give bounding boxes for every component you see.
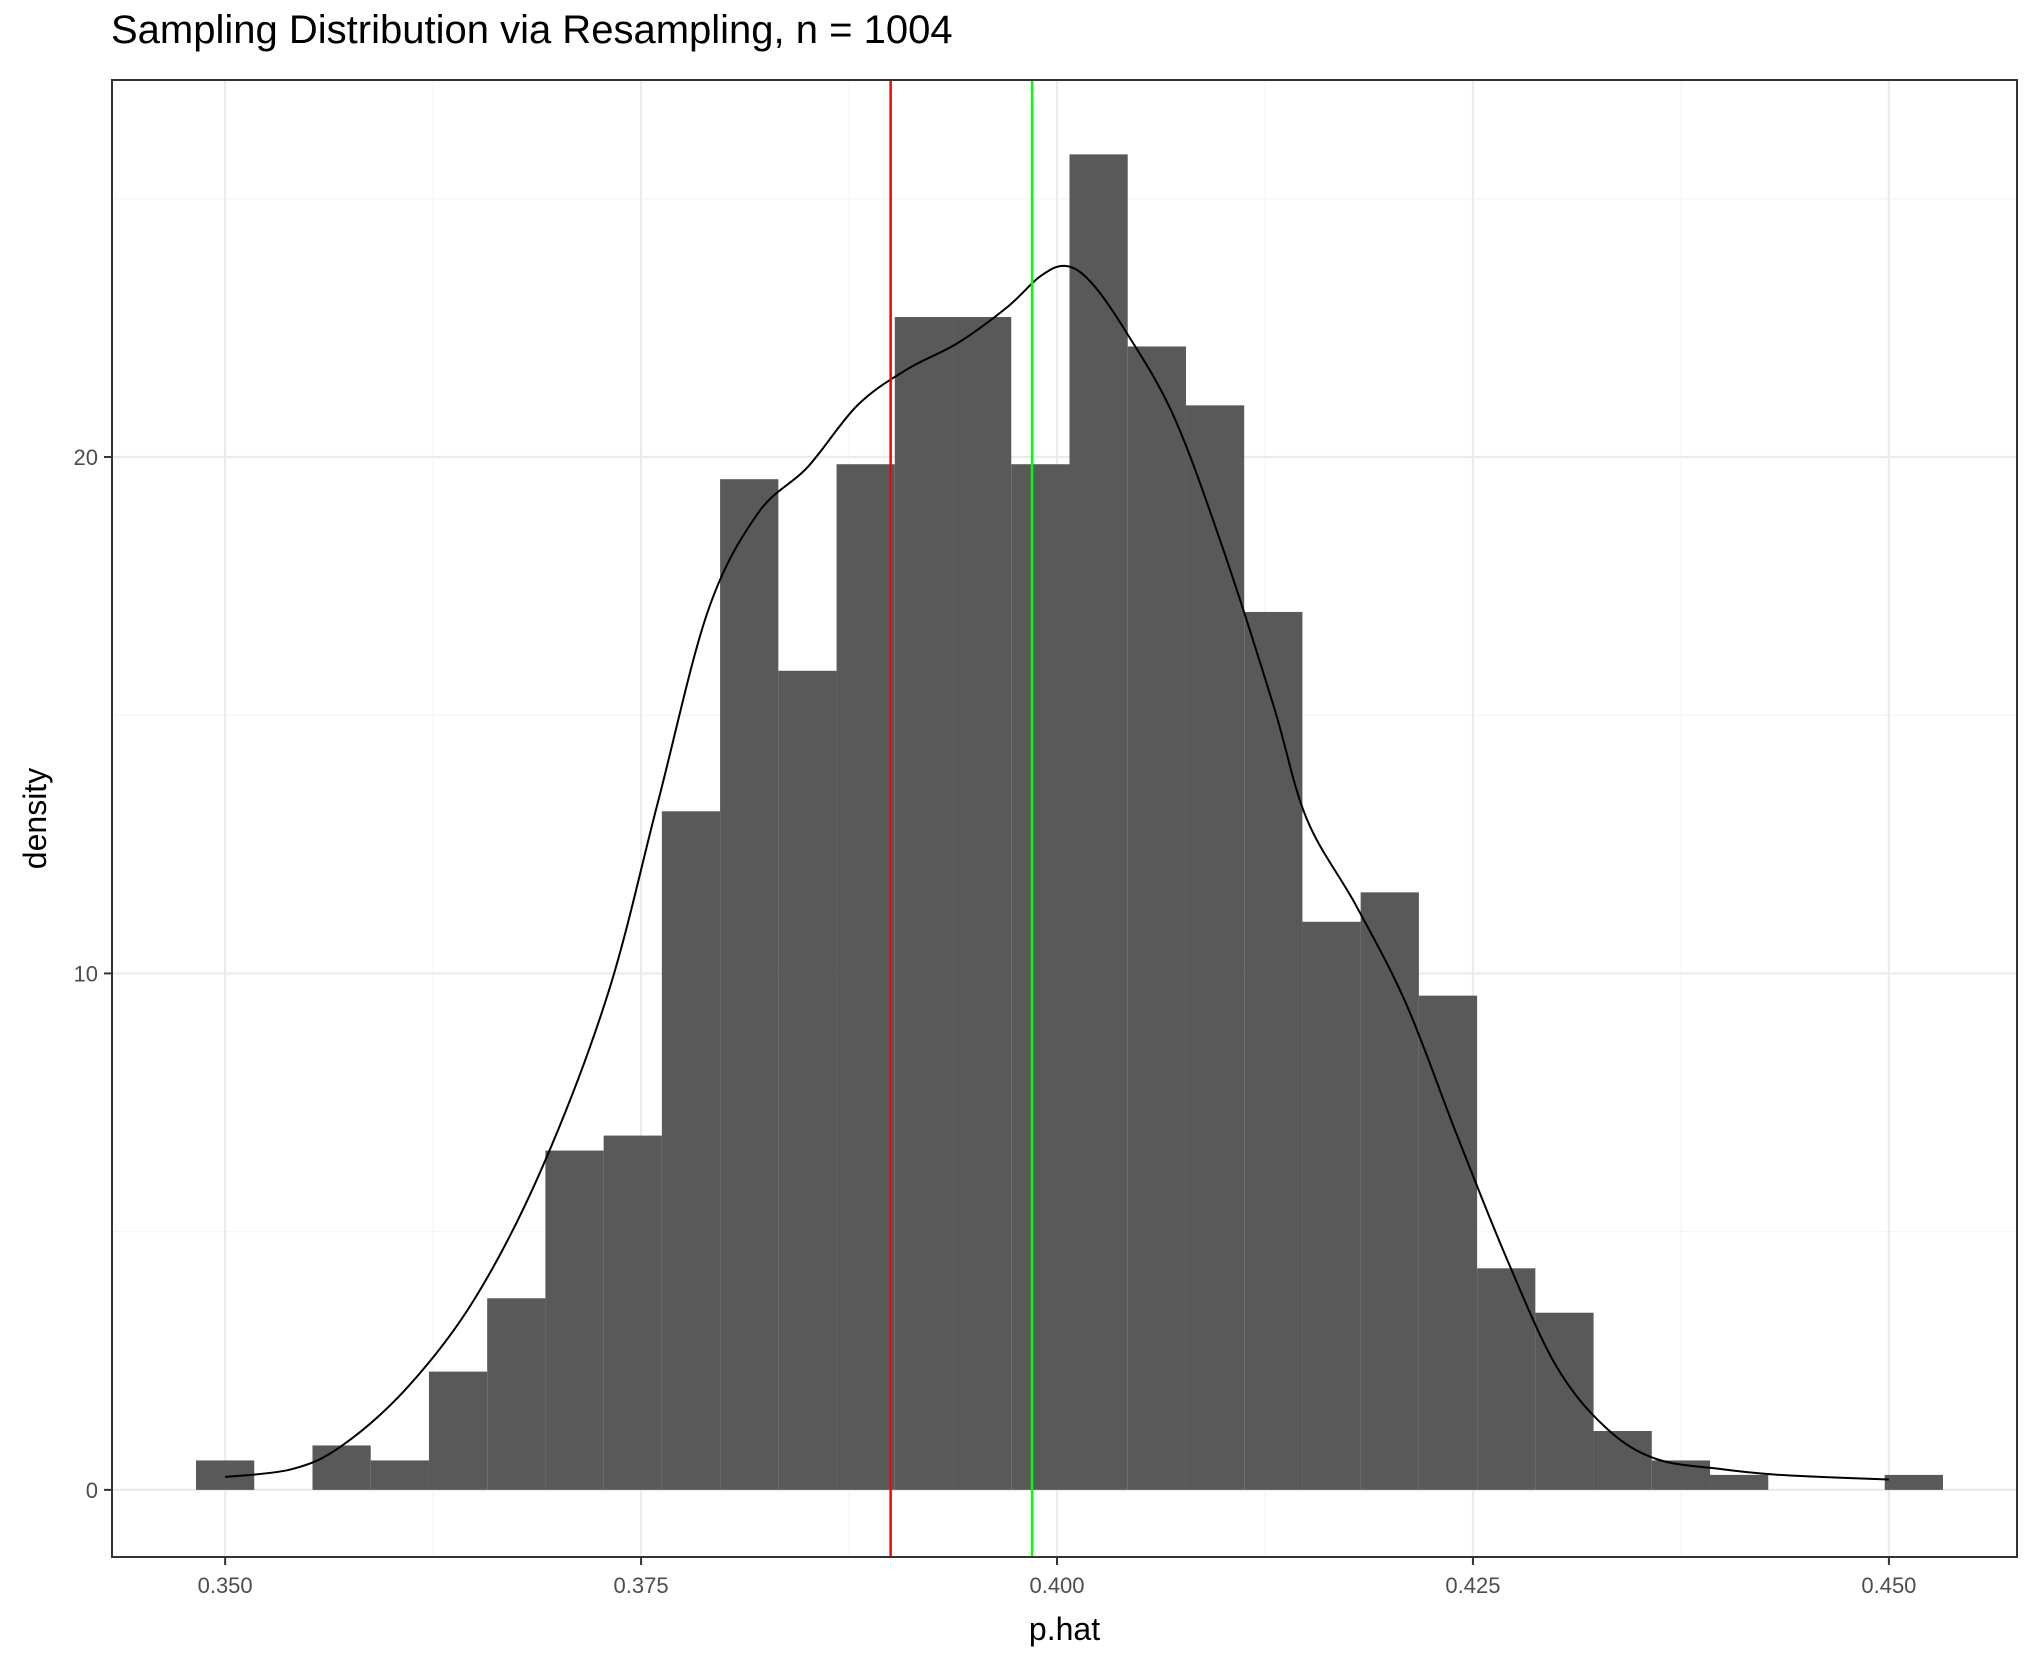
histogram-bar: [1244, 611, 1303, 1490]
x-tick-label: 0.400: [1029, 1573, 1084, 1598]
histogram-bar: [1360, 892, 1419, 1490]
histogram-bar: [603, 1135, 662, 1490]
histogram-bar: [370, 1460, 429, 1490]
histogram-bar: [1127, 346, 1186, 1490]
x-tick-label: 0.450: [1861, 1573, 1916, 1598]
x-tick-label: 0.375: [614, 1573, 669, 1598]
histogram-bar: [1418, 995, 1478, 1490]
y-tick-label: 0: [86, 1478, 98, 1503]
histogram-bar: [1185, 405, 1245, 1490]
y-tick-label: 10: [74, 961, 98, 986]
panel-border: [111, 79, 2018, 1558]
x-axis-title: p.hat: [1029, 1611, 1100, 1647]
histogram-bar: [953, 317, 1012, 1490]
histogram-bar: [836, 464, 895, 1490]
density-curve: [225, 264, 1889, 1481]
histogram-bar: [778, 670, 837, 1490]
histogram-bar: [1535, 1312, 1594, 1490]
x-tick-label: 0.350: [198, 1573, 253, 1598]
histogram-bar: [312, 1445, 371, 1490]
x-tick-label: 0.425: [1445, 1573, 1500, 1598]
y-tick-label: 20: [74, 445, 98, 470]
histogram-bar: [661, 811, 721, 1490]
y-axis-title: density: [17, 768, 53, 869]
reference-lines: [889, 80, 1034, 1557]
density-curve-layer: [225, 264, 1889, 1481]
chart-title: Sampling Distribution via Resampling, n …: [111, 8, 953, 52]
histogram-bar: [1477, 1268, 1536, 1490]
histogram-bar: [1593, 1430, 1652, 1490]
histogram-bar: [894, 317, 954, 1490]
histogram-bar: [1710, 1474, 1769, 1490]
histogram-bar: [720, 479, 779, 1490]
histogram-bars: [196, 154, 1943, 1490]
histogram-bar: [428, 1371, 488, 1490]
axis-ticks: 0.350 0.375 0.400 0.425 0.450 0 10 20: [74, 445, 1917, 1598]
histogram-bar: [1884, 1474, 1943, 1490]
histogram-bar: [487, 1298, 546, 1490]
histogram-bar: [1069, 154, 1128, 1490]
histogram-bar: [545, 1150, 604, 1490]
histogram-bar: [1011, 464, 1070, 1490]
histogram-bar: [1302, 921, 1361, 1490]
